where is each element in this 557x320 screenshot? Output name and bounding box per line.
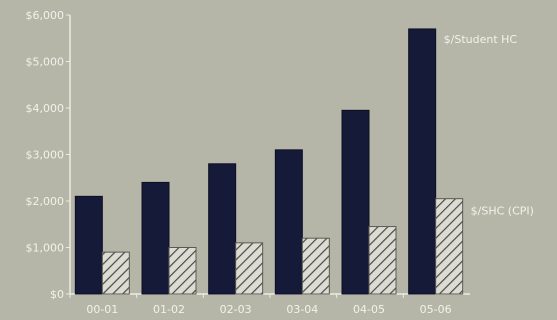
x-tick-label: 00-01	[86, 303, 118, 316]
bar-shc-cpi-01-02	[168, 247, 197, 295]
x-tick-label: 01-02	[153, 303, 185, 316]
y-tick-label: $0	[50, 288, 64, 301]
bar-shc-cpi-04-05	[368, 226, 397, 295]
legend-shc-cpi: $/SHC (CPI)	[471, 205, 534, 218]
y-axis-ticks: $0 $1,000 $2,000 $3,000 $4,000 $5,000 $6,000	[26, 9, 70, 301]
bar-shc-cpi-00-01	[101, 251, 130, 295]
bar-student-hc-00-01	[74, 195, 103, 295]
x-axis-ticks: 00-01 01-02 02-03 03-04 04-05 05-06	[69, 294, 452, 316]
x-tick-label: 03-04	[286, 303, 318, 316]
y-tick-label: $6,000	[26, 9, 65, 22]
y-tick-label: $1,000	[26, 242, 65, 255]
bar-student-hc-02-03	[208, 163, 237, 295]
legend-student-hc: $/Student HC	[444, 33, 518, 46]
y-tick-label: $3,000	[26, 149, 65, 162]
y-tick-label: $4,000	[26, 102, 65, 115]
bar-student-hc-04-05	[341, 109, 370, 295]
bar-student-hc-01-02	[141, 181, 170, 295]
bar-shc-cpi-05-06	[435, 198, 464, 295]
bars	[74, 28, 464, 295]
x-tick-label: 04-05	[353, 303, 385, 316]
bar-student-hc-03-04	[274, 149, 303, 295]
legend: $/Student HC $/SHC (CPI)	[444, 33, 534, 218]
x-tick-label: 05-06	[420, 303, 452, 316]
y-tick-label: $2,000	[26, 195, 65, 208]
y-tick-label: $5,000	[26, 56, 65, 69]
x-tick-label: 02-03	[220, 303, 252, 316]
bar-shc-cpi-03-04	[301, 237, 330, 295]
bar-student-hc-05-06	[408, 28, 437, 295]
bar-shc-cpi-02-03	[235, 242, 264, 295]
